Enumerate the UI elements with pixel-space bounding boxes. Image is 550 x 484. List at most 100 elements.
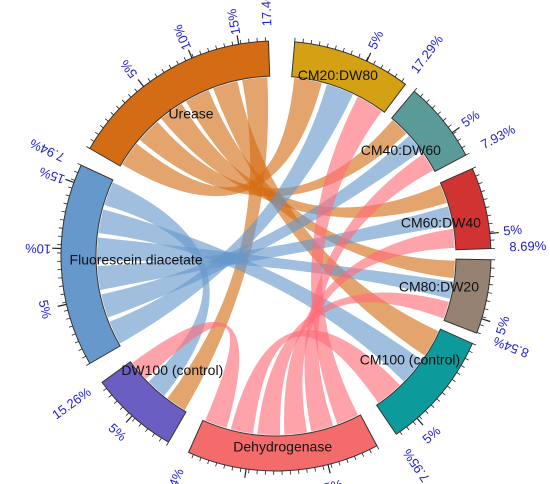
tick-major — [481, 318, 491, 323]
ribbon-dehydrogenase-to-dw100-control — [132, 321, 240, 429]
tick-mark — [457, 138, 462, 142]
tick-mark — [154, 73, 158, 78]
ribbon-fluorescein-diacetate-to-cm20-dw80 — [109, 84, 354, 344]
tick-mark — [314, 467, 316, 472]
segment-arc-dw100-control — [101, 361, 187, 443]
tick-mark — [60, 219, 65, 221]
tick-mark — [62, 301, 67, 304]
tick-mark — [86, 363, 91, 366]
tick-major — [416, 417, 424, 426]
tick-mark — [114, 400, 118, 404]
tick-label: 5% — [419, 423, 443, 447]
tick-major — [65, 178, 75, 184]
tick-mark — [82, 355, 87, 359]
tick-mark — [68, 186, 73, 189]
tick-mark — [71, 333, 76, 336]
tick-mark — [394, 73, 398, 78]
tick-mark — [207, 47, 210, 52]
tick-mark — [63, 202, 68, 205]
tick-mark — [420, 93, 424, 97]
tick-mark — [452, 131, 457, 135]
tick-mark — [330, 463, 333, 468]
tick-major — [451, 127, 460, 134]
tick-label: 5% — [502, 222, 523, 239]
tick-mark — [369, 449, 372, 454]
tick-label: 5% — [493, 314, 513, 337]
ribbon-urease-to-cm100-control — [213, 81, 439, 356]
tick-mark — [223, 43, 226, 48]
tick-mark — [302, 38, 304, 43]
tick-mark — [168, 64, 172, 69]
tick-mark — [479, 324, 484, 327]
tick-mark — [103, 388, 107, 392]
segment-percent-label-cm20-dw80: 17.29% — [408, 32, 447, 77]
tick-mark — [95, 131, 99, 135]
ribbon-urease-to-cm80-dw20 — [185, 90, 455, 279]
tick-mark — [77, 163, 82, 166]
tick-mark — [161, 68, 165, 73]
tick-mark — [350, 50, 353, 55]
tick-label: 10% — [170, 22, 194, 52]
tick-mark — [447, 385, 451, 389]
tick-mark — [468, 350, 473, 354]
tick-mark — [223, 464, 226, 469]
tick-major — [137, 79, 145, 87]
tick-mark — [306, 468, 308, 473]
tick-mark — [66, 317, 71, 320]
tick-mark — [138, 423, 142, 427]
ribbon-fluorescein-diacetate-to-cm100-control — [98, 209, 422, 382]
segment-percent-label-cm80-dw20: 8.54% — [491, 334, 531, 361]
segment-arc-cm80-dw20 — [443, 258, 492, 334]
tick-mark — [90, 138, 95, 142]
segment-arc-layer — [60, 40, 492, 472]
tick-mark — [365, 57, 369, 61]
tick-mark — [456, 372, 461, 375]
tick-major — [366, 52, 372, 62]
tick-mark — [231, 466, 234, 471]
segment-arc-dehydrogenase — [187, 414, 378, 472]
tick-mark — [487, 214, 492, 217]
tick-mark — [134, 88, 138, 93]
tick-mark — [166, 441, 169, 446]
tick-mark — [380, 64, 384, 69]
tick-mark — [472, 166, 477, 169]
tick-mark — [487, 292, 492, 294]
segment-percent-label-dehydrogenase: 8.94% — [158, 465, 187, 484]
ribbon-dehydrogenase-to-cm80-dw20 — [257, 292, 450, 435]
tick-mark — [110, 112, 114, 116]
ribbon-fluorescein-diacetate-to-cm60-dw40 — [97, 206, 453, 290]
tick-mark — [358, 53, 361, 58]
segment-percent-label-dw100-control: 15.26% — [49, 384, 94, 422]
tick-mark — [406, 426, 410, 431]
tick-mark — [191, 454, 194, 459]
tick-mark — [346, 458, 349, 463]
tick-mark — [412, 421, 416, 425]
tick-mark — [425, 410, 429, 414]
tick-mark — [239, 39, 242, 44]
tick-mark — [483, 198, 488, 201]
tick-mark — [145, 428, 149, 433]
tick-mark — [78, 348, 83, 351]
tick-mark — [215, 45, 218, 50]
tick-mark — [199, 50, 202, 55]
tick-mark — [239, 468, 242, 473]
tick-mark — [437, 111, 442, 115]
tick-mark — [65, 194, 70, 197]
tick-mark — [461, 145, 466, 149]
tick-mark — [476, 331, 481, 335]
tick-mark — [472, 343, 477, 346]
segment-label-dehydrogenase: Dehydrogenase — [233, 439, 332, 455]
tick-mark — [248, 38, 250, 43]
tick-mark — [419, 416, 423, 420]
tick-mark — [207, 460, 210, 465]
tick-mark — [86, 146, 91, 149]
ribbon-dehydrogenase-to-cm60-dw40 — [284, 228, 455, 435]
tick-label: 10% — [24, 241, 51, 257]
segment-percent-label-urease: 17.46% — [258, 0, 275, 26]
tick-mark — [116, 105, 120, 110]
tick-major — [236, 35, 240, 45]
tick-mark — [441, 392, 446, 396]
tick-mark — [399, 431, 403, 436]
tick-mark — [465, 152, 470, 156]
